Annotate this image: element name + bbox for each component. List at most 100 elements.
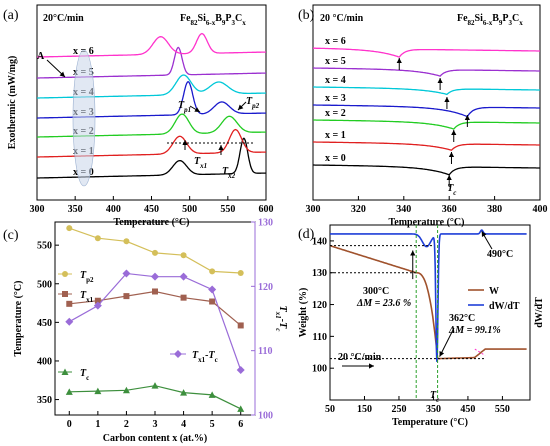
panel-d-xlabel: Temperature (°C) [392, 417, 468, 428]
panel-c-xtick-label: 6 [238, 419, 243, 430]
panel-a-xtick-label: 450 [144, 204, 159, 215]
panel-d-label-490: 490°C [487, 249, 513, 260]
panel-d-ytick-label: 120 [312, 300, 327, 311]
panel-c-y2tick-label: 130 [258, 218, 273, 229]
panel-d-rate: 20 °C/min [338, 352, 382, 363]
panel-b-frame [312, 4, 541, 201]
panel-a-xtick-label: 400 [106, 204, 121, 215]
panel-d-xtick-label: 550 [495, 404, 510, 415]
panel-b-curve [313, 86, 540, 96]
panel-d-label-362: 362°C [449, 313, 475, 324]
panel-b-arrow-head [464, 115, 470, 120]
panel-b-curve-label: x = 4 [325, 75, 346, 86]
panel-d-xtick-label: 50 [325, 404, 335, 415]
panel-c-xtick-label: 3 [153, 419, 158, 430]
panel-c-ytick-label: 350 [37, 395, 52, 406]
panel-a-arrow-tx1-head [182, 140, 188, 145]
panel-c-point-Tx1-Tc [208, 285, 217, 294]
panel-c-point-Tp2 [152, 249, 158, 256]
panel-c-point-Tx1 [152, 288, 158, 295]
panel-b-curve-label: x = 3 [325, 93, 346, 104]
panel-a-letter: (a) [3, 8, 19, 23]
panel-c-legend-tx1: Tx1 [80, 290, 94, 304]
panel-d-ytick-label: 110 [313, 332, 327, 343]
panel-c-point-Tx1 [209, 298, 216, 305]
panel-c-point-Tx1-Tc [179, 272, 188, 281]
panel-b-xtick-label: 320 [351, 204, 366, 215]
panel-c-letter: (c) [3, 228, 19, 243]
panel-c-point-Tc [208, 391, 216, 398]
panel-a-frame [36, 4, 267, 201]
panel-a-curve [37, 137, 267, 179]
panel-b-xtick-label: 300 [306, 204, 321, 215]
panel-b-curve-label: x = 6 [325, 36, 346, 47]
panel-c-point-Tp2 [123, 238, 130, 245]
panel-d-arrow-dm-head [410, 250, 416, 256]
panel-b-curve [313, 164, 540, 176]
panel-b-curve [313, 47, 540, 58]
panel-c-xtick-label: 5 [210, 419, 215, 430]
panel-d-ytick-label: 130 [312, 268, 327, 279]
panel-b-xtick-label: 380 [487, 204, 502, 215]
panel-d-y2label: dW/dT [534, 297, 545, 328]
panel-c-ytick-label: 500 [37, 279, 52, 290]
panel-b-curve [313, 119, 540, 130]
panel-c-ytick-label: 550 [37, 241, 52, 252]
panel-c-point-Tc [94, 387, 102, 395]
panel-d-legend-w: W [489, 286, 499, 297]
panel-d-arrow-362 [439, 327, 455, 357]
panel-c-ylabel: Temperature (°C) [13, 281, 24, 357]
panel-a-arrow-tx2-head [218, 145, 224, 150]
panel-d-frame [329, 224, 531, 401]
panel-c-point-Tx1 [180, 294, 187, 301]
panel-b-arrow-head [448, 152, 455, 157]
panel-c-legend-tc: Tc [80, 368, 89, 382]
panel-d-xtick-label: 250 [391, 404, 406, 415]
panel-d-label-tc: Tc [430, 390, 439, 404]
panel-a-arrow-A-head [59, 71, 65, 77]
panel-c-point-Tx1-Tc [93, 301, 102, 310]
panel-b-arrow-head [444, 97, 450, 102]
panel-d-dw-curve [330, 229, 527, 362]
panel-a-label-tp1: Tp1 [178, 100, 191, 114]
panel-b-rate: 20 °C/min [320, 13, 364, 24]
panel-c-point-Tc [122, 386, 130, 394]
panel-d-label-300: 300°C [363, 286, 389, 297]
panel-c-point-Tx1 [123, 293, 130, 300]
panel-d-xtick-label: 150 [357, 404, 372, 415]
panel-b-xlabel: Temperature (°C) [389, 217, 465, 228]
panel-d-arrow-rate-head [369, 363, 374, 369]
panel-a-highlight-ellipse [72, 49, 96, 187]
panel-b-xtick-label: 360 [442, 204, 457, 215]
panel-b-label-tc: Tc [447, 183, 456, 197]
panel-d-letter: (d) [298, 227, 315, 242]
panel-c-point-Tx1 [94, 297, 101, 304]
panel-d-ytick-label: 140 [312, 236, 327, 247]
panel-c-point-Tp2 [180, 252, 187, 259]
panel-a-curve [37, 32, 267, 58]
panel-a-arrow-tp2-head [238, 104, 244, 110]
panel-c-point-Tc [65, 388, 73, 395]
panel-d-arrow-490-head [481, 231, 487, 237]
panel-c-ytick-label: 400 [37, 356, 52, 367]
panel-b-curve-label: x = 2 [325, 108, 346, 119]
panel-c-point-Tx1-Tc [65, 317, 74, 326]
panel-c-point-Tx1-Tc [236, 365, 245, 374]
panel-b-letter: (b) [298, 8, 315, 23]
panel-c-point-Tc [151, 382, 159, 389]
panel-a-curve [37, 46, 267, 79]
panel-c-y2label: Tx1-Tc [274, 306, 288, 332]
panel-c-xtick-label: 0 [67, 419, 72, 430]
panel-b-arrow-head [446, 175, 452, 180]
panel-b-xtick-label: 340 [396, 204, 411, 215]
panel-b-curve-label: x = 5 [325, 56, 346, 67]
panel-b-curve [313, 104, 540, 118]
panel-b-curve-label: x = 1 [325, 130, 346, 141]
panel-a-xtick-label: 600 [259, 204, 274, 215]
panel-b-curve-label: x = 0 [325, 153, 346, 164]
panel-d-xtick-label: 450 [460, 404, 475, 415]
panel-a-xtick-label: 500 [182, 204, 197, 215]
panel-d-w-curve [329, 244, 527, 360]
panel-a-xtick-label: 300 [30, 204, 45, 215]
